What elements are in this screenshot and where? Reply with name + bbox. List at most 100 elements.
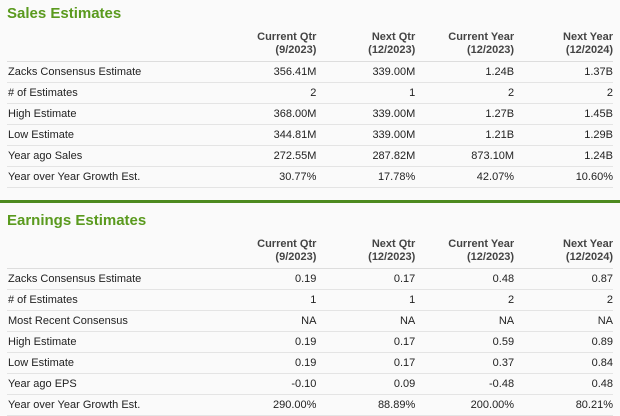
header-blank [7, 232, 218, 269]
header-row: Current Qtr (9/2023) Next Qtr (12/2023) Curr… [7, 25, 613, 62]
row-label: Zacks Consensus Estimate [7, 268, 218, 290]
column-date: (12/2023) [467, 251, 515, 263]
column-header: Next Year (12/2024) [514, 25, 613, 62]
column-date: (12/2023) [368, 251, 416, 263]
row-label: Most Recent Consensus [7, 310, 218, 332]
cell-value: 1.24B [415, 61, 515, 83]
column-period: Current Qtr [257, 31, 317, 43]
table-row: Zacks Consensus Estimate 0.19 0.17 0.48 0.87 [7, 268, 613, 290]
cell-value: 1.21B [415, 124, 515, 146]
header-blank [7, 25, 218, 62]
cell-value: 42.07% [415, 166, 515, 188]
row-label: Year over Year Growth Est. [7, 166, 218, 188]
earnings-estimates-title: Earnings Estimates [7, 212, 147, 229]
column-period: Next Year [563, 238, 613, 250]
column-period: Current Qtr [257, 238, 317, 250]
cell-value: 2 [217, 82, 317, 104]
cell-value: 0.48 [514, 373, 613, 395]
cell-value: 1 [217, 289, 317, 311]
cell-value: 0.59 [415, 331, 515, 353]
column-header: Current Qtr (9/2023) [217, 232, 317, 269]
cell-value: 2 [514, 289, 613, 311]
row-label: # of Estimates [7, 289, 218, 311]
column-date: (9/2023) [275, 251, 317, 263]
table-row: High Estimate 0.19 0.17 0.59 0.89 [7, 331, 613, 353]
row-label: Low Estimate [7, 352, 218, 374]
row-label: Zacks Consensus Estimate [7, 61, 218, 83]
cell-value: 0.87 [514, 268, 613, 290]
cell-value: 2 [514, 82, 613, 104]
cell-value: 200.00% [415, 394, 515, 416]
cell-value: 0.89 [514, 331, 613, 353]
cell-value: 2 [415, 289, 515, 311]
cell-value: -0.10 [217, 373, 317, 395]
cell-value: 0.17 [316, 352, 416, 374]
table-row: Zacks Consensus Estimate 356.41M 339.00M 1.… [7, 61, 613, 83]
table-row: # of Estimates 2 1 2 2 [7, 82, 613, 104]
cell-value: 30.77% [217, 166, 317, 188]
cell-value: 1.27B [415, 103, 515, 125]
table-row: Most Recent Consensus NA NA NA NA [7, 310, 613, 332]
cell-value: NA [316, 310, 416, 332]
cell-value: -0.48 [415, 373, 515, 395]
cell-value: NA [217, 310, 317, 332]
row-label: Low Estimate [7, 124, 218, 146]
column-date: (12/2024) [565, 251, 613, 263]
row-label: Year over Year Growth Est. [7, 394, 218, 416]
cell-value: 10.60% [514, 166, 613, 188]
cell-value: NA [415, 310, 515, 332]
earnings-estimates-table: Current Qtr (9/2023) Next Qtr (12/2023) Curr… [7, 232, 613, 416]
cell-value: 0.19 [217, 268, 317, 290]
cell-value: 0.17 [316, 268, 416, 290]
table-row: Low Estimate 0.19 0.17 0.37 0.84 [7, 352, 613, 374]
column-header: Next Qtr (12/2023) [316, 25, 416, 62]
cell-value: 873.10M [415, 145, 515, 167]
column-period: Next Year [563, 31, 613, 43]
column-header: Current Year (12/2023) [415, 25, 515, 62]
cell-value: 1 [316, 289, 416, 311]
cell-value: 0.09 [316, 373, 416, 395]
table-row: Low Estimate 344.81M 339.00M 1.21B 1.29B [7, 124, 613, 146]
row-label: Year ago EPS [7, 373, 218, 395]
table-row: Year over Year Growth Est. 290.00% 88.89% 2… [7, 394, 613, 416]
cell-value: NA [514, 310, 613, 332]
cell-value: 1.45B [514, 103, 613, 125]
cell-value: 368.00M [217, 103, 317, 125]
sales-estimates-title: Sales Estimates [7, 5, 122, 22]
column-period: Current Year [448, 238, 515, 250]
cell-value: 0.84 [514, 352, 613, 374]
column-date: (9/2023) [275, 44, 317, 56]
column-period: Current Year [448, 31, 515, 43]
cell-value: 17.78% [316, 166, 416, 188]
column-header: Current Qtr (9/2023) [217, 25, 317, 62]
cell-value: 272.55M [217, 145, 317, 167]
column-date: (12/2023) [368, 44, 416, 56]
column-header: Next Year (12/2024) [514, 232, 613, 269]
row-label: # of Estimates [7, 82, 218, 104]
cell-value: 339.00M [316, 103, 416, 125]
cell-value: 290.00% [217, 394, 317, 416]
column-date: (12/2024) [565, 44, 613, 56]
earnings-estimates-section: Earnings Estimates Current Qtr (9/2023) Ne… [0, 203, 620, 416]
cell-value: 339.00M [316, 124, 416, 146]
cell-value: 80.21% [514, 394, 613, 416]
cell-value: 0.19 [217, 352, 317, 374]
column-header: Next Qtr (12/2023) [316, 232, 416, 269]
sales-estimates-section: Sales Estimates Current Qtr (9/2023) Next … [0, 0, 620, 188]
table-row: Year ago Sales 272.55M 287.82M 873.10M 1.24B [7, 145, 613, 167]
sales-estimates-table: Current Qtr (9/2023) Next Qtr (12/2023) Curr… [7, 25, 613, 188]
cell-value: 88.89% [316, 394, 416, 416]
cell-value: 287.82M [316, 145, 416, 167]
cell-value: 1.37B [514, 61, 613, 83]
row-label: High Estimate [7, 103, 218, 125]
cell-value: 0.37 [415, 352, 515, 374]
column-period: Next Qtr [371, 31, 416, 43]
table-row: Year ago EPS -0.10 0.09 -0.48 0.48 [7, 373, 613, 395]
cell-value: 1 [316, 82, 416, 104]
table-row: High Estimate 368.00M 339.00M 1.27B 1.45B [7, 103, 613, 125]
column-header: Current Year (12/2023) [415, 232, 515, 269]
cell-value: 0.48 [415, 268, 515, 290]
table-row: # of Estimates 1 1 2 2 [7, 289, 613, 311]
row-label: High Estimate [7, 331, 218, 353]
row-label: Year ago Sales [7, 145, 218, 167]
